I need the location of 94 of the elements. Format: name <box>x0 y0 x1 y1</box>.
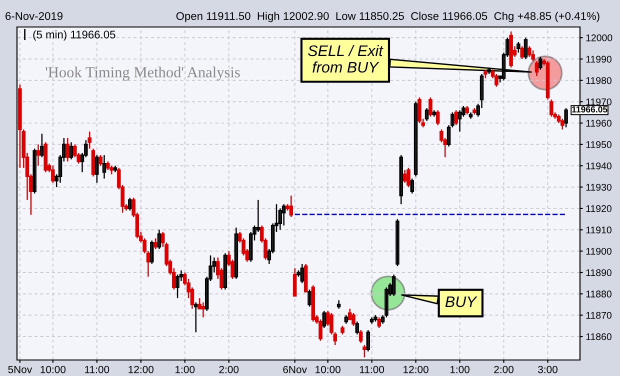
candlestick <box>128 197 132 212</box>
y-tick-label: 11950 <box>586 141 612 148</box>
candlestick <box>194 302 198 333</box>
candlestick <box>418 96 422 124</box>
candlestick <box>355 320 360 336</box>
x-tick-label: 6Nov <box>283 366 307 374</box>
x-tick-label: 10:00 <box>316 366 340 374</box>
candlestick <box>458 110 462 132</box>
candlestick <box>289 195 294 218</box>
candlestick <box>406 167 410 188</box>
candlestick <box>520 46 524 60</box>
y-tick-label: 11940 <box>586 162 612 170</box>
candlestick <box>531 50 535 62</box>
y-tick-label: 11930 <box>586 184 612 191</box>
candlestick <box>234 227 238 280</box>
candlestick <box>560 118 564 130</box>
candlestick <box>154 238 158 250</box>
candlestick <box>454 110 458 126</box>
y-tick-label: 11990 <box>586 56 612 63</box>
candlestick <box>69 142 74 160</box>
y-tick-label: 11970 <box>586 98 612 106</box>
candlestick <box>352 312 356 326</box>
candlestick <box>424 107 429 122</box>
candlestick <box>336 300 341 310</box>
candlestick <box>322 310 326 329</box>
y-tick-label: 11910 <box>586 226 612 234</box>
candlestick <box>534 60 539 77</box>
x-tick-label: 5Nov <box>8 366 32 374</box>
candlestick <box>358 329 363 344</box>
candlestick <box>88 130 92 150</box>
candlestick <box>66 137 70 162</box>
y-tick-label: 11890 <box>586 269 612 276</box>
x-tick-label: 2:00 <box>494 366 514 374</box>
candlestick <box>528 46 532 58</box>
candlestick <box>176 274 180 299</box>
y-tick-label: 11900 <box>586 248 612 255</box>
legend-label: (5 min) 11966.05 <box>33 30 116 41</box>
candlestick <box>550 98 554 118</box>
candlestick <box>362 344 366 358</box>
candlestick <box>414 101 418 178</box>
candlestick <box>300 263 304 284</box>
x-tick-label: 12:00 <box>128 366 154 374</box>
y-tick-label: 11870 <box>586 312 612 319</box>
candlestick <box>366 329 370 352</box>
x-tick-label: 1:00 <box>450 366 470 374</box>
candlestick <box>36 144 40 166</box>
y-tick-label: 11960 <box>586 120 612 127</box>
y-tick-label: 11860 <box>586 333 612 340</box>
x-tick-label: 11:00 <box>85 366 110 374</box>
candlestick <box>201 302 206 318</box>
candlestick <box>436 110 440 126</box>
candlestick <box>428 96 432 118</box>
candlestick <box>91 148 96 178</box>
candlestick <box>494 73 498 88</box>
candlestick <box>396 218 400 267</box>
y-tick-label: 11880 <box>586 290 612 298</box>
chart-subtitle: Open 11911.50 High 12002.90 Low 11850.25 Close 11966.05 Chg +48.85 (+0.41%) <box>176 12 600 22</box>
y-tick-label: 12000 <box>586 34 612 42</box>
candlestick <box>223 252 228 290</box>
candlestick <box>95 154 99 184</box>
candlestick <box>377 316 382 329</box>
x-tick-label: 11:00 <box>360 366 384 374</box>
candlestick <box>564 107 568 128</box>
candlestick <box>98 154 102 166</box>
x-tick-label: 10:00 <box>40 366 66 374</box>
candlestick <box>524 37 528 60</box>
candlestick <box>318 318 322 342</box>
candlestick <box>410 178 414 194</box>
x-tick-label: 3:00 <box>538 366 558 374</box>
annotation: 'Hook Timing Method' Analysis <box>46 66 240 81</box>
candlestick <box>292 268 297 297</box>
candlestick <box>102 154 106 180</box>
candlestick <box>51 165 55 184</box>
candlestick <box>278 208 282 230</box>
x-tick-label: 2:00 <box>219 366 239 374</box>
text: 11966.05 <box>572 106 608 112</box>
x-tick-label: 12:00 <box>404 366 428 374</box>
candlestick <box>150 240 154 265</box>
annotation: SELL / Exit from BUY <box>308 44 384 73</box>
candlestick <box>402 169 407 184</box>
y-tick-label: 11980 <box>586 77 612 84</box>
candlestick <box>392 274 396 297</box>
candlestick <box>157 229 162 250</box>
y-tick-label: 11920 <box>586 205 612 212</box>
annotation: BUY <box>445 296 478 308</box>
candlestick <box>308 288 312 308</box>
candlestick <box>282 204 286 226</box>
candlestick <box>399 154 403 205</box>
candlestick <box>40 133 44 158</box>
chart-title: 6-Nov-2019 <box>6 12 63 20</box>
candlestick <box>538 56 542 70</box>
candlestick <box>32 148 36 194</box>
x-tick-label: 1:00 <box>176 366 195 374</box>
candlestick <box>516 41 520 54</box>
